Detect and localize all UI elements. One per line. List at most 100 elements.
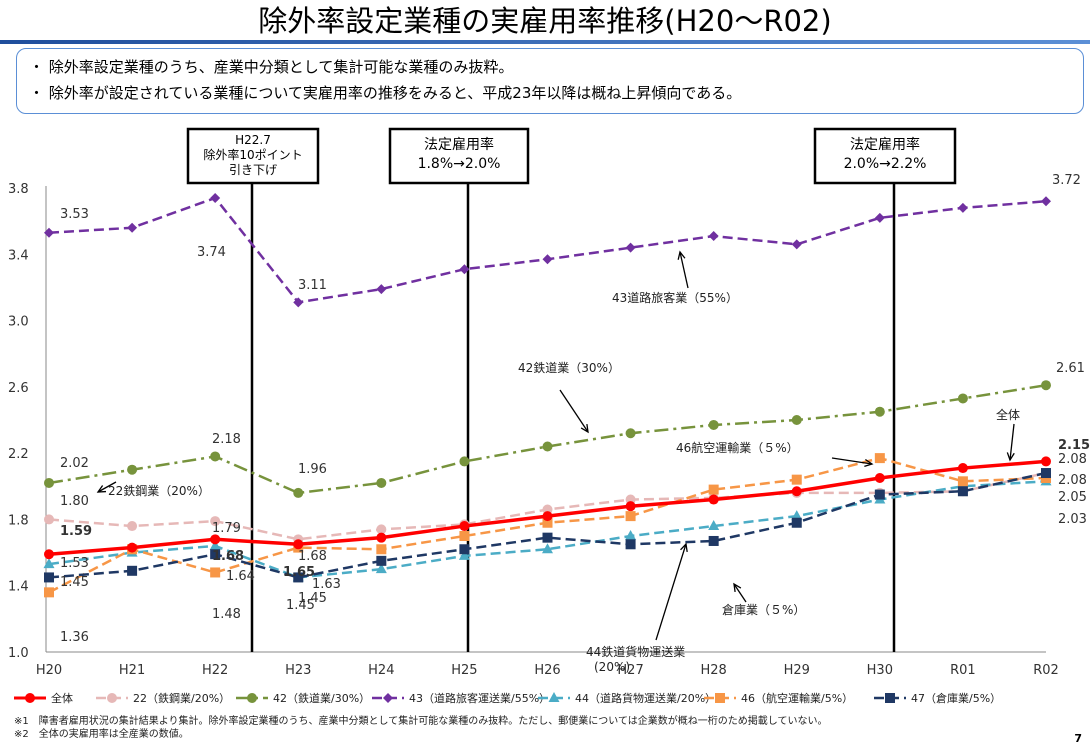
data-point bbox=[791, 517, 802, 528]
legend-label: 43（道路旅客運送業/55%） bbox=[409, 691, 550, 705]
data-point bbox=[708, 494, 719, 505]
data-point bbox=[708, 535, 719, 546]
data-point bbox=[957, 463, 968, 474]
data-point bbox=[210, 192, 221, 203]
data-point bbox=[625, 511, 636, 522]
series-group bbox=[44, 456, 1051, 560]
page-title: 除外率設定業種の実雇用率推移(H20〜R02) bbox=[258, 4, 832, 38]
data-point bbox=[210, 516, 221, 527]
title-underline bbox=[0, 40, 1090, 44]
footnote-1: ※1 障害者雇用状況の集計結果より集計。除外率設定業種のうち、産業中分類として集… bbox=[14, 716, 828, 727]
data-point bbox=[1041, 456, 1051, 467]
legend-label: 42（鉄道業/30%） bbox=[273, 691, 370, 705]
annotation-label: 46航空運輸業（５%） bbox=[676, 440, 799, 455]
data-label: 1.53 bbox=[60, 556, 89, 571]
legend-item: 全体 bbox=[14, 691, 73, 705]
legend-label: 44（道路貨物運送業/20%） bbox=[575, 691, 716, 705]
data-point bbox=[1041, 380, 1051, 391]
annotation-label: 44鉄道貨物運送業 bbox=[586, 644, 685, 659]
data-point bbox=[459, 521, 470, 532]
data-point bbox=[459, 531, 470, 541]
data-point bbox=[957, 202, 968, 213]
series-group bbox=[44, 468, 1051, 583]
arrow-head bbox=[733, 582, 742, 593]
data-point bbox=[459, 456, 470, 467]
data-point bbox=[791, 486, 802, 497]
data-point bbox=[708, 520, 720, 531]
employment-rate-line-chart: 1.0 1.4 1.8 2.2 2.6 3.0 3.4 3.8 H20 H21 H22 H23 H24 H… bbox=[8, 127, 1090, 705]
data-label: 2.18 bbox=[212, 432, 241, 447]
data-label: 1.48 bbox=[212, 607, 241, 622]
annotation-label: 倉庫業（５%） bbox=[722, 602, 805, 617]
data-point bbox=[376, 532, 387, 543]
y-tick-label: 3.8 bbox=[8, 182, 29, 197]
summary-bullet-1: ・ 除外率設定業種のうち、産業中分類として集計可能な業種のみ抜粋。 bbox=[29, 58, 514, 76]
legend-label: 46（航空運輸業/5%） bbox=[741, 691, 853, 705]
data-point bbox=[1041, 468, 1051, 479]
data-point bbox=[874, 453, 885, 464]
legend-label: 22（鉄鋼業/20%） bbox=[133, 691, 230, 705]
data-point bbox=[542, 532, 553, 543]
arrow-head bbox=[864, 458, 874, 467]
data-point bbox=[44, 549, 54, 560]
data-label: 2.02 bbox=[60, 456, 89, 471]
legend-label: 全体 bbox=[51, 691, 73, 705]
x-tick-label: H25 bbox=[451, 663, 477, 678]
data-label: 3.72 bbox=[1052, 173, 1081, 188]
data-point bbox=[293, 297, 304, 308]
event-box-text: 1.8%→2.0% bbox=[418, 156, 501, 172]
data-label: 1.45 bbox=[286, 598, 315, 613]
data-point bbox=[548, 692, 560, 702]
data-point bbox=[791, 239, 802, 250]
data-point bbox=[874, 212, 885, 223]
data-label: 1.45 bbox=[60, 575, 89, 590]
footnote-2: ※2 全体の実雇用率は全産業の数値。 bbox=[14, 729, 189, 740]
data-point bbox=[383, 693, 393, 703]
data-point bbox=[127, 565, 138, 576]
data-point bbox=[708, 231, 719, 242]
annotation-arrow bbox=[559, 389, 589, 433]
arrow-head bbox=[580, 423, 589, 434]
y-tick-label: 1.8 bbox=[8, 513, 29, 528]
data-point bbox=[791, 510, 803, 521]
annotation-label: 22鉄鋼業（20%） bbox=[108, 483, 210, 498]
data-point bbox=[459, 544, 470, 555]
data-point bbox=[376, 524, 387, 535]
data-point bbox=[625, 530, 637, 540]
data-point bbox=[293, 487, 304, 498]
legend-item: 42（鉄道業/30%） bbox=[236, 691, 370, 705]
data-point bbox=[210, 451, 221, 462]
annotation-arrow bbox=[679, 251, 689, 289]
data-label: 2.03 bbox=[1058, 512, 1087, 527]
data-point bbox=[376, 555, 387, 566]
data-point bbox=[127, 521, 138, 532]
data-point bbox=[44, 572, 54, 583]
data-point bbox=[25, 693, 35, 703]
legend-item: 46（航空運輸業/5%） bbox=[704, 691, 853, 705]
arrow-head bbox=[1006, 452, 1015, 462]
data-point bbox=[44, 587, 54, 598]
arrow-head bbox=[677, 250, 686, 260]
annotation-arrow bbox=[97, 481, 117, 493]
legend-item: 22（鉄鋼業/20%） bbox=[96, 691, 230, 705]
data-point bbox=[210, 534, 221, 545]
data-point bbox=[542, 517, 553, 528]
data-point bbox=[209, 539, 221, 550]
x-tick-label: H30 bbox=[867, 663, 893, 678]
data-point bbox=[107, 693, 117, 703]
data-point bbox=[874, 406, 885, 417]
annotation-label: 43道路旅客業（55%） bbox=[612, 290, 738, 305]
data-point bbox=[1041, 196, 1051, 207]
data-point bbox=[247, 693, 257, 703]
data-point bbox=[542, 511, 553, 522]
x-tick-label: H26 bbox=[534, 663, 560, 678]
data-label: 2.05 bbox=[1058, 490, 1087, 505]
event-box-text: 除外率10ポイント bbox=[203, 147, 302, 162]
x-tick-label: H27 bbox=[617, 663, 643, 678]
data-point bbox=[625, 539, 636, 550]
event-box-text: 2.0%→2.2% bbox=[844, 156, 927, 172]
legend-label: 47（倉庫業/5%） bbox=[911, 691, 1001, 705]
event-box bbox=[388, 127, 530, 185]
data-point bbox=[625, 428, 636, 439]
event-box-text: 引き下げ bbox=[229, 163, 277, 177]
